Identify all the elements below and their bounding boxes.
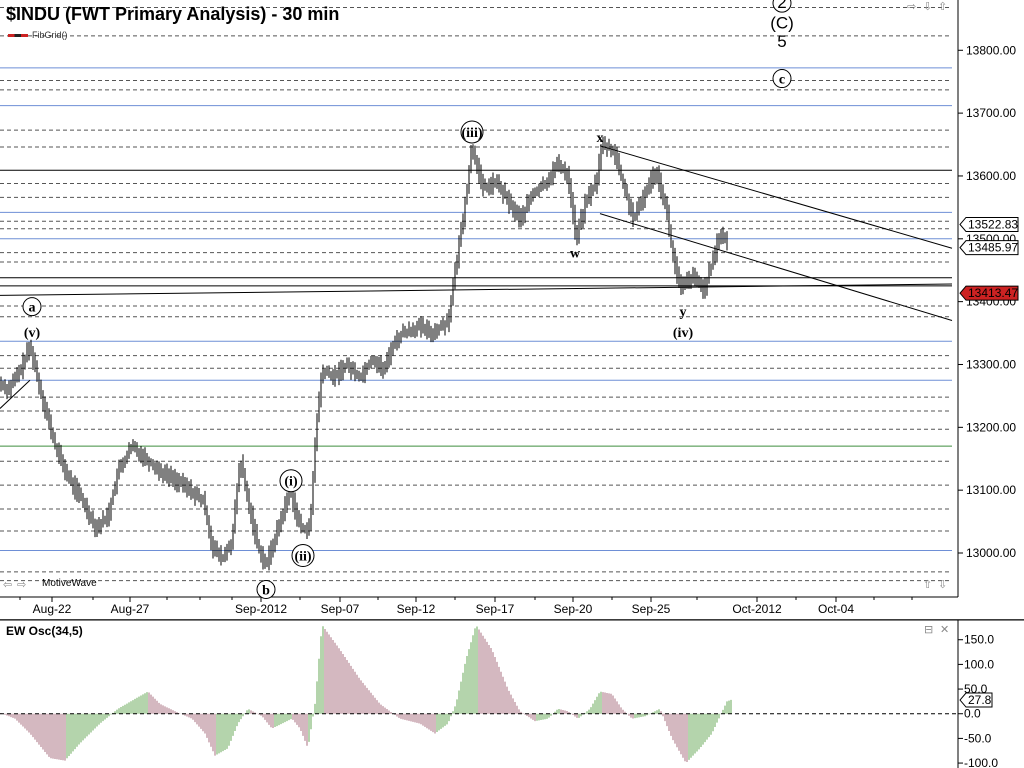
wave-label-circle — [772, 69, 792, 89]
time-axis-label: Oct-2012 — [732, 602, 782, 616]
wave-label-text: (v) — [24, 326, 41, 341]
price-axis-label: 13800.00 — [966, 43, 1016, 57]
wave-label-circle — [22, 297, 42, 317]
close-panel-icon[interactable]: ✕ — [940, 623, 950, 636]
fibgrid-indicator-label[interactable]: FibGrid() — [8, 30, 68, 40]
price-axis-label: 13600.00 — [966, 169, 1016, 183]
wave-label: (ii) — [291, 544, 315, 568]
fibgrid-swatch-icon — [8, 34, 28, 38]
wave-label: (v) — [24, 326, 41, 341]
time-axis-label: Sep-25 — [632, 602, 671, 616]
wave-label: a — [22, 297, 42, 317]
expand-up-icon[interactable]: ⇧ — [938, 0, 948, 13]
trend-line — [599, 213, 953, 321]
time-axis-label: Sep-12 — [397, 602, 436, 616]
move-arrows-icon[interactable]: ⇨ — [907, 0, 917, 13]
chart-title: $INDU (FWT Primary Analysis) - 30 min — [6, 4, 340, 24]
price-badge: 13522.83 — [959, 216, 1019, 232]
wave-label-circle — [460, 120, 484, 144]
price-badge: 13413.47 — [959, 285, 1019, 301]
price-axis-label: 13700.00 — [966, 106, 1016, 120]
time-axis-label: Sep-20 — [554, 602, 593, 616]
time-axis-label: Aug-22 — [33, 602, 72, 616]
osc-badge-label: 27.8 — [968, 693, 992, 707]
wave-label: y — [680, 305, 687, 320]
price-axis-label: 13000.00 — [966, 546, 1016, 560]
wave-label-circle — [279, 469, 303, 493]
restore-panel-icon[interactable]: ⊟ — [924, 623, 934, 636]
osc-axis-label: -100.0 — [964, 756, 998, 768]
wave-label-circle — [291, 544, 315, 568]
wave-label: w — [570, 247, 581, 262]
wave-label-text: x — [597, 131, 604, 146]
wave-label-text: (C) — [770, 13, 794, 32]
wave-label: (C) — [770, 13, 794, 32]
wave-label: x — [597, 131, 604, 146]
wave-label-text: w — [570, 247, 581, 262]
fibgrid-label: FibGrid() — [32, 30, 68, 40]
price-badge-label: 13485.97 — [968, 241, 1018, 255]
wave-label-text: 5 — [777, 32, 786, 51]
price-axis-label: 13200.00 — [966, 420, 1016, 434]
scroll-left-icon[interactable]: ⇦ — [3, 578, 13, 591]
wave-label: (iii) — [460, 120, 484, 144]
osc-axis-label: 100.0 — [964, 657, 994, 671]
osc-axis-label: 0.0 — [964, 707, 981, 721]
osc-last-value-badge: 27.8 — [959, 692, 993, 708]
price-badge-shape — [959, 285, 1019, 301]
wave-label-text: a — [29, 301, 36, 316]
collapse-down-icon[interactable]: ⇩ — [923, 0, 933, 13]
wave-label-text: (iii) — [462, 126, 483, 141]
wave-label-circle — [256, 579, 276, 599]
price-axis-label: 13300.00 — [966, 357, 1016, 371]
wave-label-text: c — [779, 73, 785, 88]
time-axis-label: Sep-07 — [321, 602, 360, 616]
price-badge-label: 13522.83 — [968, 217, 1018, 231]
wave-label: 5 — [777, 32, 786, 51]
wave-label: b — [256, 579, 276, 599]
motivewave-brand: MotiveWave — [42, 578, 97, 589]
price-badge-shape — [959, 216, 1019, 232]
wave-label: (iv) — [673, 326, 694, 341]
time-axis-label: Aug-27 — [111, 602, 150, 616]
price-axis-label: 13100.00 — [966, 483, 1016, 497]
wave-label-text: b — [262, 583, 270, 598]
trend-line — [599, 145, 953, 249]
zoom-down-icon[interactable]: ⇩ — [938, 578, 948, 591]
scroll-right-icon[interactable]: ⇨ — [17, 578, 27, 591]
wave-label-text: (iv) — [673, 326, 694, 341]
oscillator-title: EW Osc(34,5) — [6, 624, 83, 638]
price-badge-shape — [959, 240, 1019, 256]
price-badge-label: 13413.47 — [968, 286, 1018, 300]
wave-label-text: y — [680, 305, 687, 320]
price-panel-bg — [0, 0, 958, 597]
trend-line — [0, 283, 953, 296]
zoom-up-icon[interactable]: ⇧ — [923, 578, 933, 591]
time-axis-label: Sep-17 — [476, 602, 515, 616]
time-axis-label: Oct-04 — [818, 602, 854, 616]
osc-axis-label: 150.0 — [964, 633, 994, 647]
trend-line — [0, 379, 31, 409]
price-badge: 13485.97 — [959, 240, 1019, 256]
wave-label: 2 — [772, 0, 792, 13]
wave-label-text: (i) — [284, 475, 298, 490]
osc-badge-shape — [959, 692, 993, 708]
wave-label: c — [772, 69, 792, 89]
wave-label-circle — [772, 0, 792, 13]
wave-label: (i) — [279, 469, 303, 493]
time-axis-label: Sep-2012 — [235, 602, 287, 616]
wave-label-text: 2 — [777, 0, 786, 12]
wave-label-text: (ii) — [294, 550, 311, 565]
osc-axis-label: -50.0 — [964, 731, 992, 745]
